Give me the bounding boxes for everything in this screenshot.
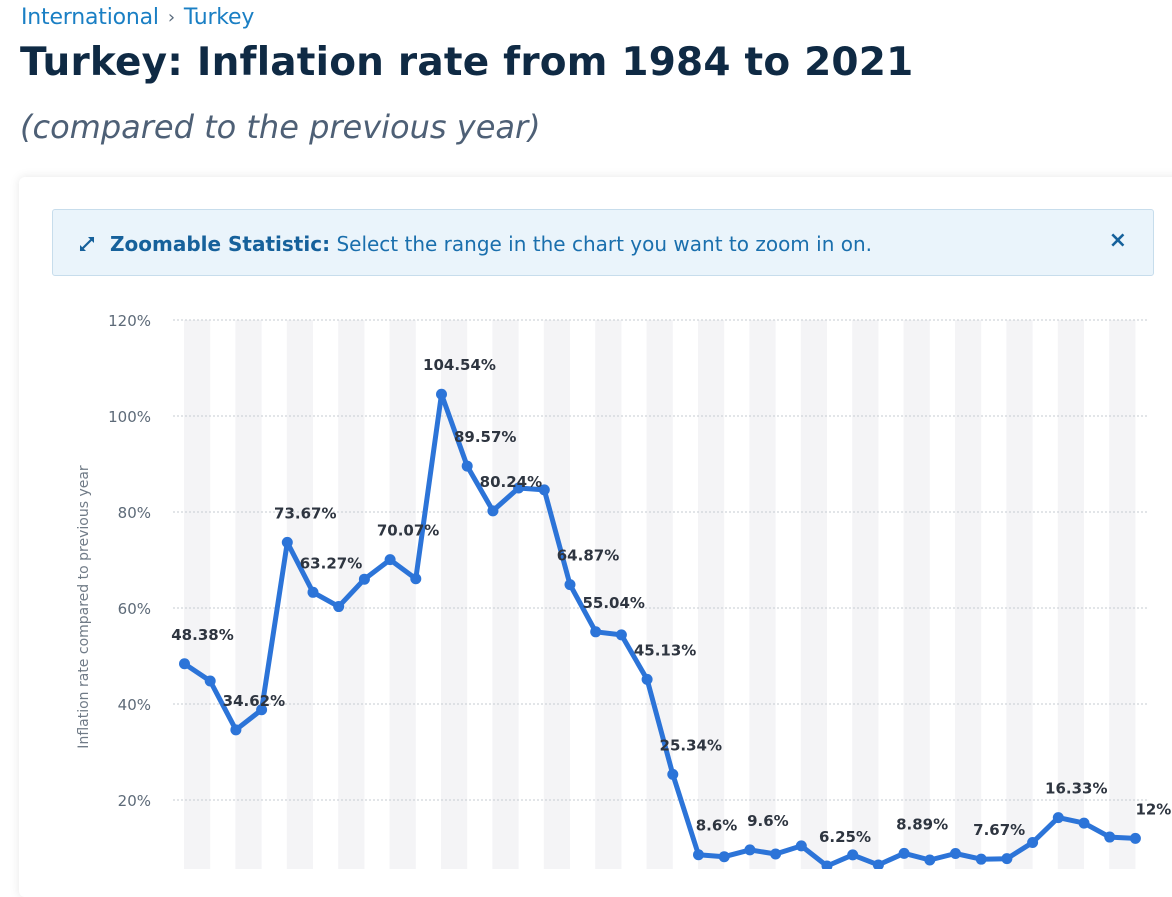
data-label: 6.25% xyxy=(819,828,871,846)
background-band xyxy=(1006,320,1033,869)
data-label: 8.89% xyxy=(896,815,948,833)
data-label: 63.27% xyxy=(300,554,362,572)
data-point[interactable] xyxy=(179,658,190,670)
data-point[interactable] xyxy=(1052,812,1064,824)
y-axis-label: Inflation rate compared to previous year xyxy=(76,465,92,749)
data-label: 89.57% xyxy=(454,428,516,446)
data-point[interactable] xyxy=(307,586,319,598)
data-point[interactable] xyxy=(333,601,345,613)
background-band xyxy=(543,320,570,869)
data-label: 55.04% xyxy=(582,594,644,612)
data-label: 70.07% xyxy=(377,522,439,540)
zoom-notice-bold: Zoomable Statistic: xyxy=(110,232,331,256)
page-title: Turkey: Inflation rate from 1984 to 2021 xyxy=(20,40,914,85)
data-point[interactable] xyxy=(410,573,422,585)
background-band xyxy=(698,320,725,869)
zoom-notice-text: Zoomable Statistic: Select the range in … xyxy=(110,232,872,256)
data-label: 45.13% xyxy=(634,641,696,659)
data-point[interactable] xyxy=(1129,832,1141,844)
data-point[interactable] xyxy=(847,849,859,861)
data-point[interactable] xyxy=(487,505,499,517)
data-point[interactable] xyxy=(204,675,216,687)
y-tick-label: 60% xyxy=(118,600,151,618)
data-point[interactable] xyxy=(1078,817,1090,829)
background-bands xyxy=(184,320,1136,869)
background-band xyxy=(184,320,211,869)
data-label: 25.34% xyxy=(660,736,722,754)
breadcrumb-turkey[interactable]: Turkey xyxy=(183,5,255,30)
y-tick-label: 20% xyxy=(118,792,151,810)
page-subtitle: (compared to the previous year) xyxy=(20,108,541,146)
background-band xyxy=(492,320,519,869)
data-label: 48.38% xyxy=(171,626,233,644)
data-point[interactable] xyxy=(744,844,756,856)
data-point[interactable] xyxy=(821,860,833,870)
data-label: 8.6% xyxy=(696,817,738,835)
data-point[interactable] xyxy=(538,484,550,496)
data-point[interactable] xyxy=(564,579,576,591)
breadcrumb: International › Turkey xyxy=(21,5,254,30)
data-point[interactable] xyxy=(924,854,936,866)
data-point[interactable] xyxy=(256,704,268,716)
data-point[interactable] xyxy=(436,388,447,400)
data-label: 80.24% xyxy=(480,473,542,491)
data-point[interactable] xyxy=(667,768,679,780)
y-tick-label: 40% xyxy=(118,696,151,714)
data-point[interactable] xyxy=(1104,831,1116,843)
data-label: 16.33% xyxy=(1045,780,1107,798)
y-tick-label: 100% xyxy=(108,408,151,426)
data-label: 9.6% xyxy=(747,812,789,830)
breadcrumb-separator: › xyxy=(167,7,175,28)
data-point[interactable] xyxy=(693,849,704,861)
data-label: 7.67% xyxy=(973,821,1025,839)
data-point[interactable] xyxy=(770,848,782,860)
data-point[interactable] xyxy=(384,554,396,566)
breadcrumb-international[interactable]: International xyxy=(21,5,159,30)
data-point[interactable] xyxy=(872,859,884,869)
zoom-notice: Zoomable Statistic: Select the range in … xyxy=(52,209,1154,276)
background-band xyxy=(852,320,879,869)
data-point[interactable] xyxy=(898,847,910,859)
data-point[interactable] xyxy=(641,673,653,685)
data-point[interactable] xyxy=(975,853,987,865)
data-label: 64.87% xyxy=(557,547,619,565)
data-labels: 48.38% 34.62% 73.67% 63.27% 70.07% 104.54% 89.… xyxy=(171,356,1171,846)
line-chart[interactable]: 120% 100% 80% 60% 40% 20% Inflation rate compa… xyxy=(0,0,1172,869)
data-point[interactable] xyxy=(281,536,293,548)
background-band xyxy=(646,320,673,869)
data-point[interactable] xyxy=(461,460,473,472)
background-band xyxy=(1057,320,1084,869)
background-band xyxy=(800,320,827,869)
background-band xyxy=(749,320,776,869)
data-point[interactable] xyxy=(1027,837,1039,849)
data-point[interactable] xyxy=(615,629,627,641)
zoom-notice-message: Select the range in the chart you want t… xyxy=(336,232,873,256)
data-label: 12% xyxy=(1135,800,1171,818)
expand-arrows-icon xyxy=(79,236,95,252)
background-band xyxy=(595,320,622,869)
data-point[interactable] xyxy=(718,851,730,863)
data-point[interactable] xyxy=(230,724,242,736)
y-tick-label: 120% xyxy=(108,312,151,330)
data-point[interactable] xyxy=(513,482,525,494)
background-band xyxy=(955,320,982,869)
data-point[interactable] xyxy=(358,573,370,585)
background-band xyxy=(389,320,416,869)
background-band xyxy=(1109,320,1136,869)
data-points xyxy=(179,388,1141,870)
close-button[interactable]: × xyxy=(1108,228,1127,253)
data-point[interactable] xyxy=(950,848,961,860)
background-band xyxy=(235,320,262,869)
y-gridlines: 120% 100% 80% 60% 40% 20% xyxy=(108,312,1147,810)
y-tick-label: 80% xyxy=(118,504,151,522)
data-label: 73.67% xyxy=(274,504,336,522)
data-point[interactable] xyxy=(590,626,602,638)
background-band xyxy=(903,320,930,869)
data-label: 34.62% xyxy=(223,692,285,710)
data-point[interactable] xyxy=(1001,853,1013,865)
data-label: 104.54% xyxy=(423,356,496,374)
data-point[interactable] xyxy=(795,840,807,852)
